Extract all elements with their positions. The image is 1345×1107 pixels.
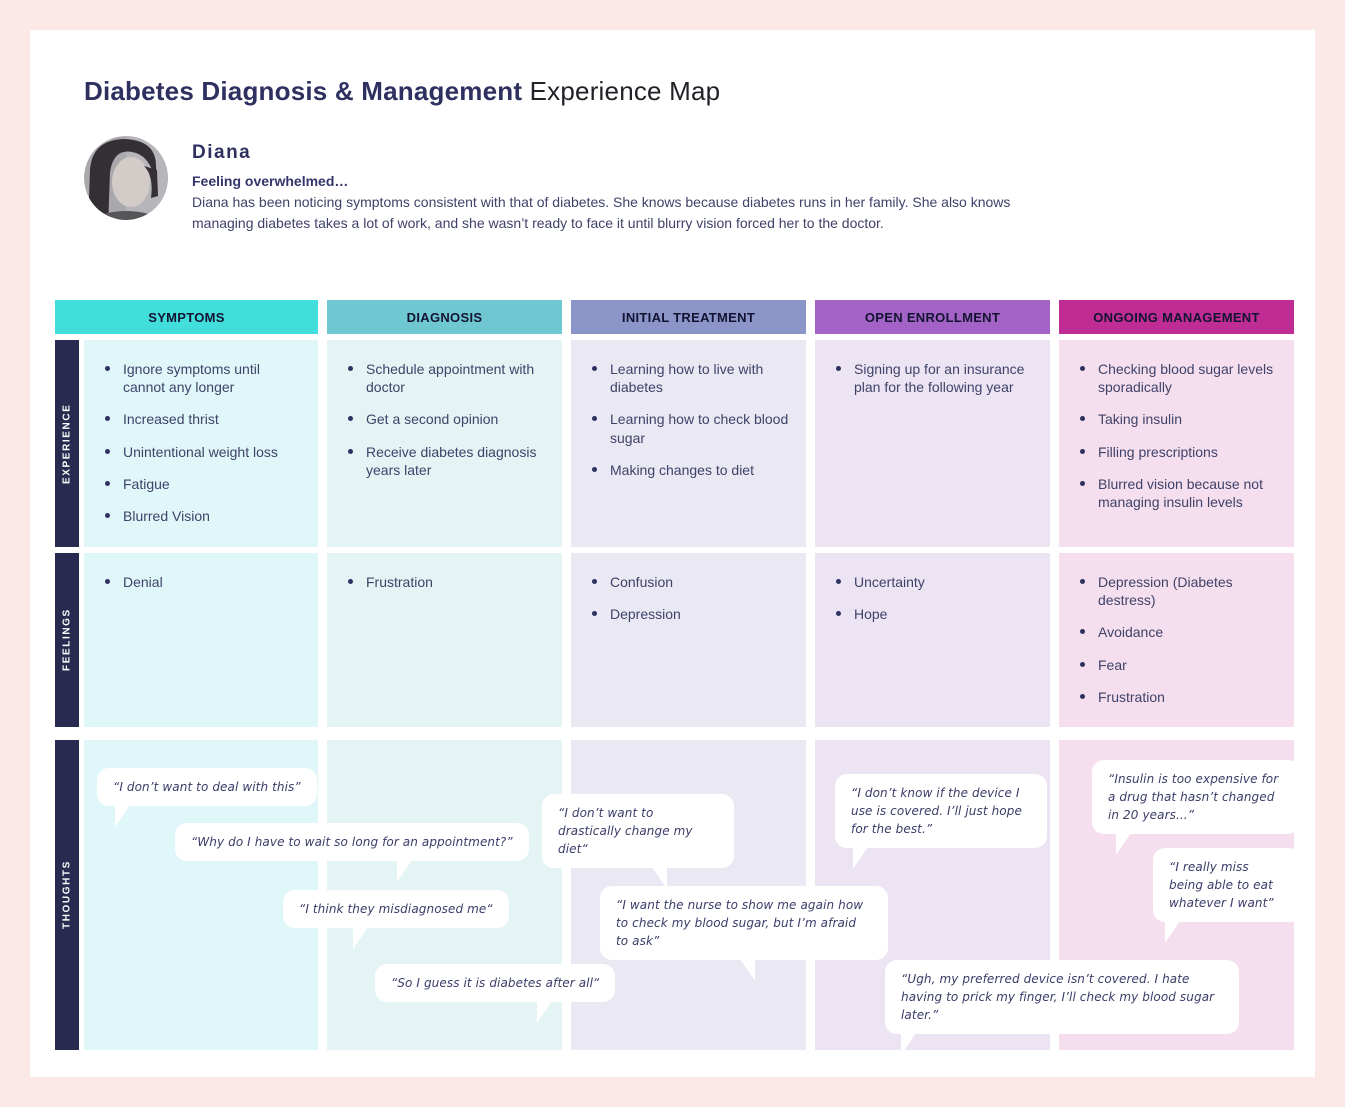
list-item: Confusion	[587, 573, 792, 591]
list-item: Avoidance	[1075, 623, 1280, 641]
persona-headline: Feeling overwhelmed…	[192, 173, 349, 189]
persona-info: Diana Feeling overwhelmed… Diana has bee…	[192, 136, 1072, 234]
stage-header-symptoms: SYMPTOMS	[55, 300, 318, 334]
list-item: Depression	[587, 605, 792, 623]
list-item: Get a second opinion	[343, 410, 548, 428]
row-label-thoughts: THOUGHTS	[55, 740, 79, 1050]
feelings-list: Confusion Depression	[587, 573, 792, 623]
experience-cell-initial-treatment: Learning how to live with diabetes Learn…	[571, 340, 806, 547]
thought-bubble: “Insulin is too expensive for a drug tha…	[1092, 760, 1300, 855]
persona-description: Diana has been noticing symptoms consist…	[192, 194, 1011, 231]
experience-list: Signing up for an insurance plan for the…	[831, 360, 1036, 396]
list-item: Unintentional weight loss	[100, 443, 304, 461]
list-item: Taking insulin	[1075, 410, 1280, 428]
feelings-cell-ongoing-management: Depression (Diabetes destress) Avoidance…	[1059, 553, 1294, 727]
feelings-cell-symptoms: Denial	[84, 553, 318, 727]
experience-cell-symptoms: Ignore symptoms until cannot any longer …	[84, 340, 318, 547]
feelings-cell-diagnosis: Frustration	[327, 553, 562, 727]
list-item: Fatigue	[100, 475, 304, 493]
feelings-cell-initial-treatment: Confusion Depression	[571, 553, 806, 727]
list-item: Frustration	[343, 573, 548, 591]
experience-cell-diagnosis: Schedule appointment with doctor Get a s…	[327, 340, 562, 547]
list-item: Filling prescriptions	[1075, 443, 1280, 461]
row-label-experience: EXPERIENCE	[55, 340, 79, 547]
experience-list: Ignore symptoms until cannot any longer …	[100, 360, 304, 525]
stage-header-diagnosis: DIAGNOSIS	[327, 300, 562, 334]
feelings-list: Frustration	[343, 573, 548, 591]
experience-list: Learning how to live with diabetes Learn…	[587, 360, 792, 479]
feelings-cell-open-enrollment: Uncertainty Hope	[815, 553, 1050, 727]
thought-bubble: “I think they misdiagnosed me“	[283, 890, 509, 949]
list-item: Fear	[1075, 656, 1280, 674]
list-item: Making changes to diet	[587, 461, 792, 479]
thought-bubble: “I don’t want to deal with this”	[97, 768, 317, 827]
list-item: Signing up for an insurance plan for the…	[831, 360, 1036, 396]
stage-header-initial-treatment: INITIAL TREATMENT	[571, 300, 806, 334]
page-title-bold: Diabetes Diagnosis & Management	[84, 76, 523, 106]
persona-section: Diana Feeling overwhelmed… Diana has bee…	[84, 136, 1072, 234]
list-item: Increased thrist	[100, 410, 304, 428]
list-item: Hope	[831, 605, 1036, 623]
experience-list: Checking blood sugar levels sporadically…	[1075, 360, 1280, 511]
thought-bubble: “So I guess it is diabetes after all“	[375, 964, 616, 1023]
thought-bubble: “Why do I have to wait so long for an ap…	[175, 823, 529, 882]
thought-bubble: “I want the nurse to show me again how t…	[600, 886, 888, 981]
list-item: Ignore symptoms until cannot any longer	[100, 360, 304, 396]
thought-bubble: “I don’t know if the device I use is cov…	[835, 774, 1047, 869]
feelings-list: Depression (Diabetes destress) Avoidance…	[1075, 573, 1280, 706]
list-item: Frustration	[1075, 688, 1280, 706]
list-item: Denial	[100, 573, 304, 591]
list-item: Learning how to check blood sugar	[587, 410, 792, 446]
list-item: Uncertainty	[831, 573, 1036, 591]
page-title: Diabetes Diagnosis & Management Experien…	[84, 76, 720, 107]
list-item: Blurred Vision	[100, 507, 304, 525]
list-item: Depression (Diabetes destress)	[1075, 573, 1280, 609]
persona-avatar	[84, 136, 168, 220]
experience-cell-ongoing-management: Checking blood sugar levels sporadically…	[1059, 340, 1294, 547]
thought-bubble: “I don’t want to drastically change my d…	[542, 794, 734, 889]
experience-map-card: Diabetes Diagnosis & Management Experien…	[30, 30, 1315, 1077]
list-item: Schedule appointment with doctor	[343, 360, 548, 396]
list-item: Receive diabetes diagnosis years later	[343, 443, 548, 479]
list-item: Learning how to live with diabetes	[587, 360, 792, 396]
feelings-list: Denial	[100, 573, 304, 591]
persona-name: Diana	[192, 142, 252, 163]
experience-list: Schedule appointment with doctor Get a s…	[343, 360, 548, 479]
list-item: Checking blood sugar levels sporadically	[1075, 360, 1280, 396]
page-title-regular: Experience Map	[529, 76, 721, 106]
list-item: Blurred vision because not managing insu…	[1075, 475, 1280, 511]
thought-bubble: “Ugh, my preferred device isn’t covered.…	[885, 960, 1239, 1055]
stage-header-ongoing-management: ONGOING MANAGEMENT	[1059, 300, 1294, 334]
experience-cell-open-enrollment: Signing up for an insurance plan for the…	[815, 340, 1050, 547]
thought-bubble: “I really miss being able to eat whateve…	[1153, 848, 1301, 943]
feelings-list: Uncertainty Hope	[831, 573, 1036, 623]
stage-header-open-enrollment: OPEN ENROLLMENT	[815, 300, 1050, 334]
journey-map: SYMPTOMS DIAGNOSIS INITIAL TREATMENT OPE…	[55, 300, 1301, 1055]
row-label-feelings: FEELINGS	[55, 553, 79, 727]
